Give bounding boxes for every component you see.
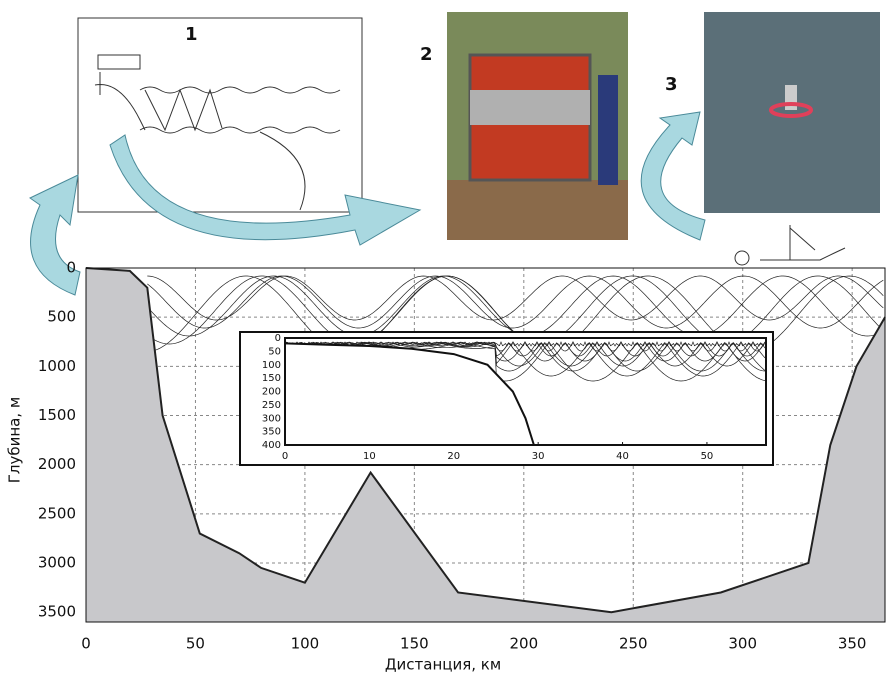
x-tick-label: 30 [532, 451, 545, 462]
x-tick-label: 100 [291, 635, 320, 653]
y-tick-label: 500 [47, 308, 76, 326]
x-tick-label: 350 [838, 635, 867, 653]
y-tick-label: 0 [66, 259, 76, 277]
ship-sketch [735, 225, 845, 265]
photo-buoy [785, 85, 797, 110]
y-tick-label: 0 [275, 333, 281, 344]
y-tick-label: 150 [262, 373, 281, 384]
y-tick-label: 50 [268, 346, 281, 357]
y-tick-label: 250 [262, 400, 281, 411]
photo-band [470, 90, 590, 125]
x-axis-title: Дистанция, км [385, 656, 501, 674]
x-tick-label: 250 [619, 635, 648, 653]
x-tick-label: 0 [81, 635, 91, 653]
panel-label: 1 [185, 24, 198, 45]
x-tick-label: 20 [447, 451, 460, 462]
y-tick-label: 300 [262, 413, 281, 424]
y-tick-label: 400 [262, 440, 281, 451]
photo [704, 12, 880, 213]
y-tick-label: 350 [262, 427, 281, 438]
y-tick-label: 1000 [38, 357, 76, 375]
x-tick-label: 150 [400, 635, 429, 653]
x-tick-label: 10 [363, 451, 376, 462]
y-tick-label: 2000 [38, 455, 76, 473]
y-tick-label: 100 [262, 360, 281, 371]
photo-deck [447, 180, 628, 240]
x-tick-label: 50 [701, 451, 714, 462]
panel-label: 3 [665, 74, 678, 95]
x-tick-label: 300 [728, 635, 757, 653]
y-tick-label: 1500 [38, 406, 76, 424]
y-tick-label: 3500 [38, 603, 76, 621]
y-axis-title: Глубина, м [6, 397, 24, 483]
y-tick-label: 3000 [38, 554, 76, 572]
x-tick-label: 50 [186, 635, 205, 653]
photo-person [598, 75, 618, 185]
x-tick-label: 40 [616, 451, 629, 462]
y-tick-label: 2500 [38, 504, 76, 522]
panel-label: 2 [420, 44, 433, 65]
y-tick-label: 200 [262, 387, 281, 398]
sketch-frame [78, 18, 362, 212]
figure: 1 2 3 Глубина, м Дистанция, км 050100150… [0, 0, 891, 679]
x-tick-label: 0 [282, 451, 288, 462]
x-tick-label: 200 [509, 635, 538, 653]
